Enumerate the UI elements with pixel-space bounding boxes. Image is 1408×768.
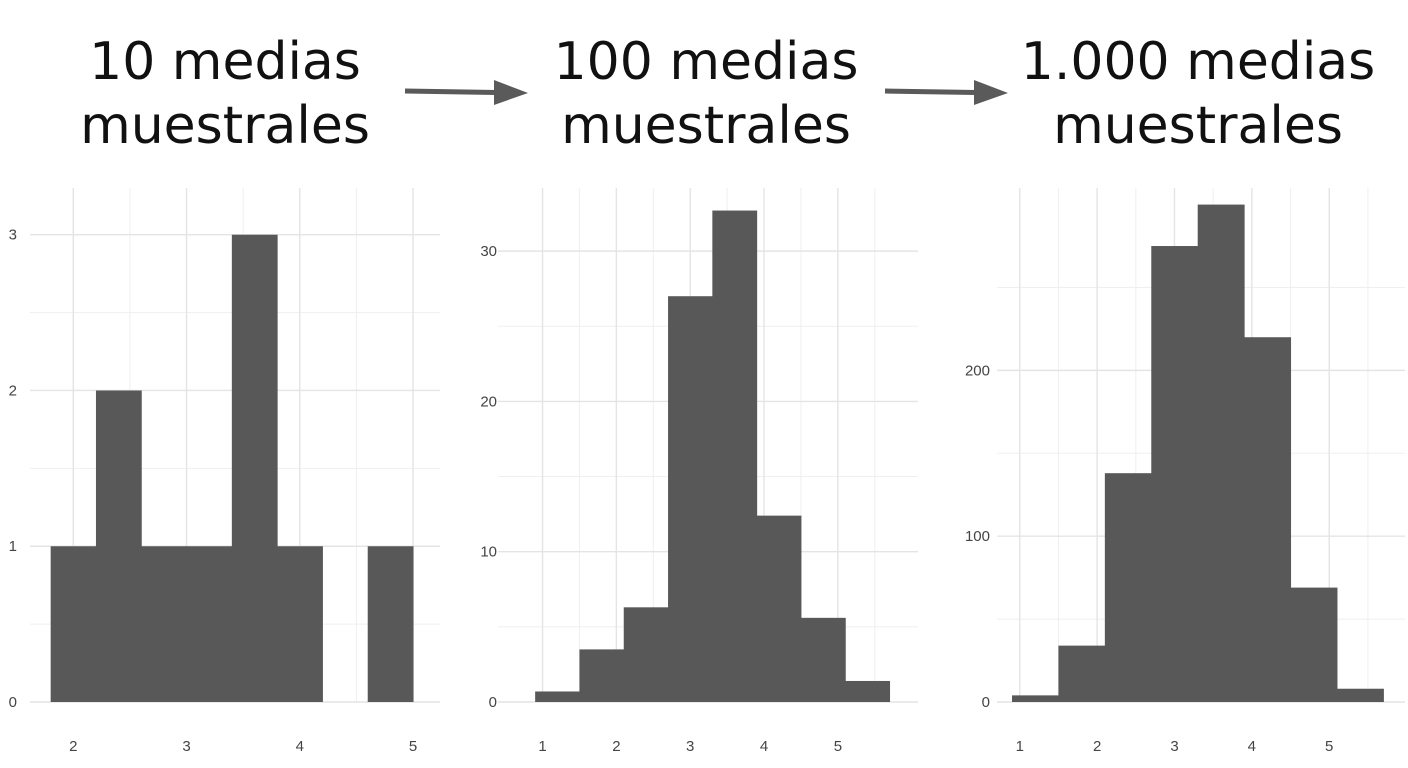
title-line-2: muestrales [80, 96, 370, 156]
x-tick-label: 5 [409, 738, 417, 755]
histogram-bar [668, 296, 713, 702]
y-tick-label: 200 [965, 362, 990, 379]
y-tick-label: 3 [9, 227, 17, 244]
histogram-bar [231, 234, 278, 702]
y-tick-label: 2 [9, 382, 17, 399]
x-tick-label: 3 [1170, 738, 1178, 755]
x-tick-label: 1 [1016, 738, 1024, 755]
histogram-bar [1058, 645, 1106, 702]
histogram-bar [1336, 688, 1384, 702]
y-tick-label: 100 [965, 528, 990, 545]
x-tick-label: 1 [538, 738, 546, 755]
histogram-bar [95, 390, 142, 702]
histogram-bar [1244, 337, 1292, 702]
title-line-2: muestrales [561, 96, 851, 156]
x-tick-label: 2 [612, 738, 620, 755]
histogram-bar [623, 607, 669, 702]
x-tick-label: 2 [1093, 738, 1101, 755]
histogram-bar [50, 546, 97, 702]
chart-title-1000: 1.000 medias muestrales [968, 30, 1408, 158]
right-arrow-icon [404, 80, 528, 105]
histogram-bar [579, 649, 625, 702]
histogram-bar [1197, 204, 1245, 703]
y-tick-label: 20 [480, 393, 497, 410]
histogram-bar [1151, 246, 1199, 702]
histogram-bar [367, 546, 414, 702]
right-arrow-icon [884, 80, 1008, 105]
title-line-1: 100 medias [553, 32, 859, 92]
y-tick-label: 0 [489, 694, 497, 711]
histogram-bar [277, 546, 323, 702]
title-line-1: 10 medias [89, 32, 361, 92]
x-tick-label: 4 [1248, 738, 1256, 755]
x-tick-label: 5 [1325, 738, 1333, 755]
histogram-bar [535, 691, 580, 702]
x-tick-label: 3 [686, 738, 694, 755]
y-tick-label: 0 [982, 694, 990, 711]
histogram-bar [141, 546, 188, 702]
x-tick-label: 3 [182, 738, 190, 755]
x-tick-label: 4 [760, 738, 768, 755]
histogram-bar [1104, 473, 1152, 702]
histogram-bar [845, 680, 891, 702]
title-line-2: muestrales [1053, 96, 1343, 156]
y-tick-label: 0 [9, 694, 17, 711]
histogram-bar [186, 546, 233, 702]
y-tick-label: 1 [9, 538, 17, 555]
histogram-bar [1290, 587, 1338, 702]
y-tick-label: 30 [480, 243, 497, 260]
histogram-bar [712, 210, 758, 702]
chart-title-10: 10 medias muestrales [0, 30, 455, 158]
x-tick-label: 5 [834, 738, 842, 755]
x-tick-label: 2 [69, 738, 77, 755]
title-line-1: 1.000 medias [1020, 32, 1376, 92]
chart-title-100: 100 medias muestrales [476, 30, 936, 158]
histogram-bar [800, 617, 846, 702]
y-tick-label: 10 [480, 544, 497, 561]
histogram-bar [756, 515, 802, 702]
histogram-bar [1012, 695, 1059, 702]
x-tick-label: 4 [296, 738, 304, 755]
